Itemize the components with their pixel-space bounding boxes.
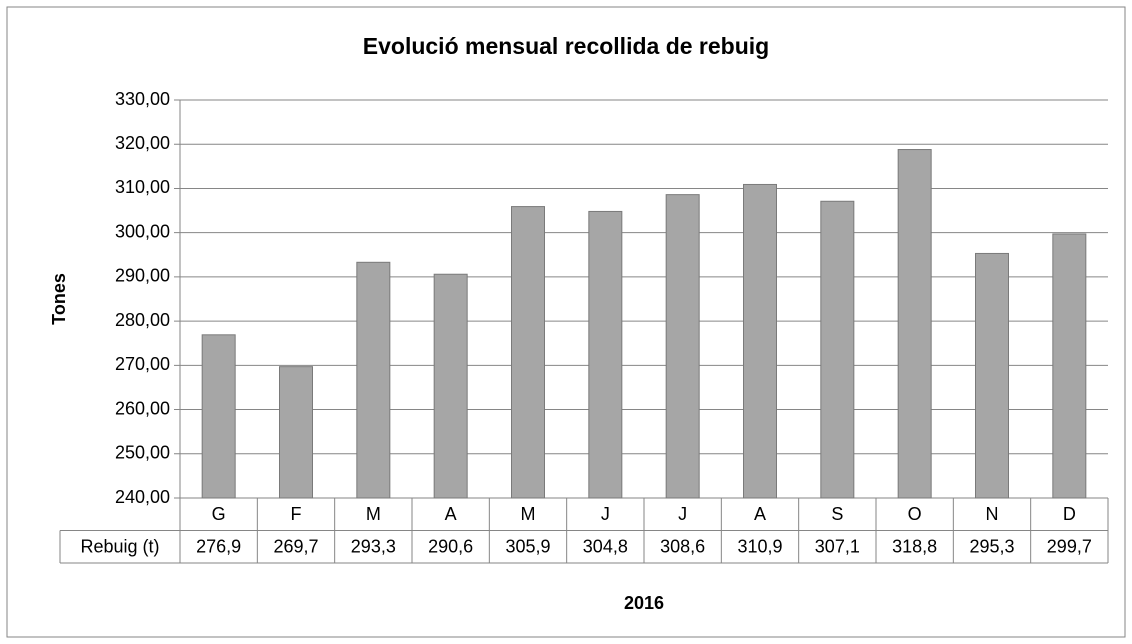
y-tick-label: 280,00 [115, 310, 170, 330]
x-tick-label: J [601, 504, 610, 524]
x-tick-label: J [678, 504, 687, 524]
y-tick-label: 320,00 [115, 133, 170, 153]
bar [897, 149, 932, 499]
bar [279, 366, 313, 499]
y-tick-label: 300,00 [115, 221, 170, 241]
x-tick-label: M [521, 504, 536, 524]
bar [356, 261, 391, 499]
data-label: 295,3 [969, 537, 1014, 557]
y-tick-label: 240,00 [115, 487, 170, 507]
bar [511, 206, 545, 499]
x-tick-label: A [445, 504, 457, 524]
x-tick-label: M [366, 504, 381, 524]
x-tick-label: O [908, 504, 922, 524]
chart-frame [6, 6, 1126, 638]
data-label: 305,9 [505, 537, 550, 557]
y-tick-label: 310,00 [115, 177, 170, 197]
x-tick-label: G [212, 504, 226, 524]
bar [975, 252, 1009, 499]
data-label: 318,8 [892, 537, 937, 557]
x-tick-label: D [1063, 504, 1076, 524]
y-tick-label: 250,00 [115, 443, 170, 463]
y-axis-label: Tones [49, 273, 69, 325]
bar [588, 210, 623, 499]
legend-label: Rebuig (t) [80, 537, 159, 557]
data-label: 293,3 [351, 537, 396, 557]
data-label: 308,6 [660, 537, 705, 557]
data-label: 299,7 [1047, 537, 1092, 557]
bar [665, 194, 700, 499]
chart-title: Evolució mensual recollida de rebuig [363, 33, 769, 59]
y-tick-label: 260,00 [115, 398, 170, 418]
y-tick-label: 330,00 [115, 89, 170, 109]
bar [1052, 233, 1087, 499]
bar [433, 273, 468, 499]
x-tick-label: A [754, 504, 766, 524]
y-tick-label: 290,00 [115, 266, 170, 286]
bar [201, 334, 236, 499]
data-label: 276,9 [196, 537, 241, 557]
x-tick-label: N [986, 504, 999, 524]
data-label: 310,9 [737, 537, 782, 557]
data-label: 304,8 [583, 537, 628, 557]
data-label: 269,7 [273, 537, 318, 557]
y-tick-label: 270,00 [115, 354, 170, 374]
bar [820, 200, 855, 499]
x-tick-label: F [291, 504, 302, 524]
x-axis-label: 2016 [624, 593, 664, 613]
x-tick-label: S [831, 504, 843, 524]
data-label: 307,1 [815, 537, 860, 557]
bar [743, 183, 777, 499]
data-label: 290,6 [428, 537, 473, 557]
